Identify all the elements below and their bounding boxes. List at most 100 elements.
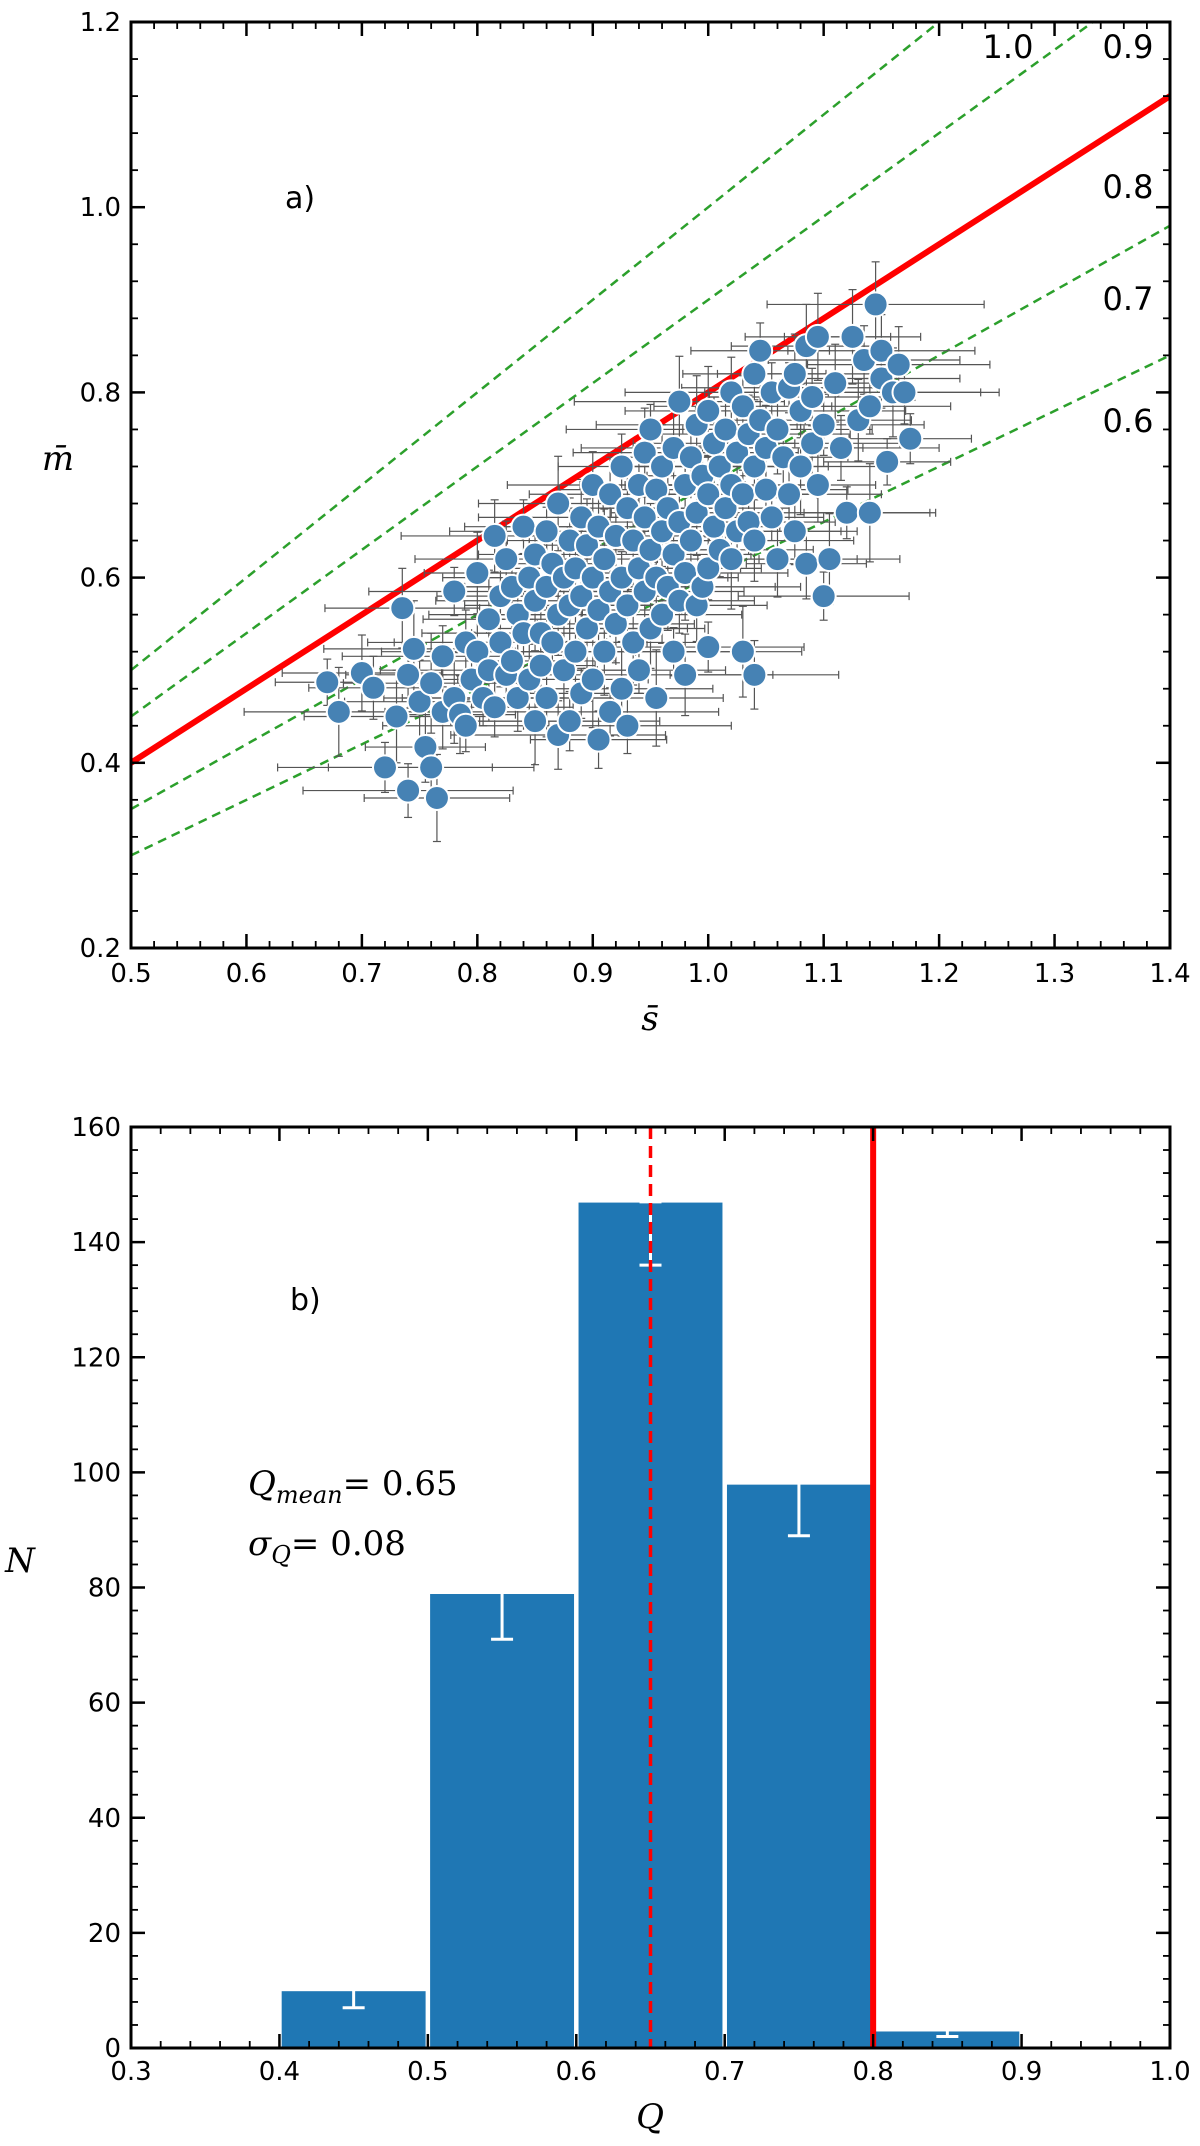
y-axis-label: m̄ [42, 439, 74, 479]
histogram-bar [428, 1592, 576, 2049]
x-tick-label: 1.0 [1149, 2057, 1190, 2087]
x-tick-label: 0.9 [572, 959, 613, 989]
y-tick-label: 0 [104, 2034, 121, 2064]
sigma-q-annotation: σQ= 0.08 [248, 1524, 406, 1569]
scatter-point [724, 439, 751, 466]
scatter-point [493, 546, 520, 573]
scatter-point [874, 448, 901, 475]
scatter-point [856, 499, 883, 526]
histogram-error-bar [936, 2011, 959, 2038]
scatter-point [729, 638, 756, 665]
scatter-point [695, 555, 722, 582]
scatter-point [625, 657, 652, 684]
x-tick-label: 1.4 [1149, 959, 1190, 989]
sigma-q-subscript: Q [271, 1541, 291, 1569]
scatter-point [683, 499, 710, 526]
scatter-point [406, 688, 433, 715]
scatter-point [643, 684, 670, 711]
x-tick-label: 1.0 [688, 959, 729, 989]
scatter-point [487, 629, 514, 656]
scatter-point [608, 453, 635, 480]
x-tick-label: 0.7 [704, 2057, 745, 2087]
scatter-point [591, 638, 618, 665]
y-tick-label: 0.6 [80, 564, 121, 594]
scatter-point [423, 784, 450, 811]
x-axis-label: Q [636, 2097, 664, 2137]
y-tick-label: 1.2 [80, 8, 121, 38]
scatter-point [804, 472, 831, 498]
scatter-point [677, 527, 704, 554]
x-tick-label: 0.4 [259, 2057, 300, 2087]
reference-line-labels: 1.0 0.9 0.8 0.7 0.6 [983, 28, 1154, 440]
scatter-point [747, 337, 774, 364]
scatter-point [666, 388, 693, 415]
vertical-lines [648, 1127, 877, 2048]
scatter-point [579, 564, 606, 591]
scatter-point [620, 629, 647, 656]
x-tick-label: 0.5 [110, 959, 151, 989]
scatter-point [752, 476, 779, 503]
scatter-point [314, 669, 341, 696]
histogram-error-bar [491, 1534, 514, 1641]
scatter-point [383, 703, 410, 730]
scatter-point [764, 416, 791, 443]
scatter-point [545, 490, 572, 517]
scatter-point [660, 638, 687, 665]
scatter-point [672, 661, 699, 688]
scatter-point [868, 337, 895, 364]
scatter-point [695, 397, 722, 424]
scatter-point [562, 638, 589, 665]
scatter-point [550, 657, 577, 684]
scatter-point [574, 615, 601, 642]
scatter-point [510, 513, 537, 540]
scatter-point [897, 425, 924, 452]
scatter-point [804, 323, 831, 350]
scatter-point [602, 610, 629, 637]
scatter-point [325, 698, 352, 725]
scatter-point [614, 592, 641, 619]
scatter-point [389, 595, 416, 622]
x-tick-label: 0.3 [110, 2057, 151, 2087]
scatter-point [579, 666, 606, 693]
scatter-point [585, 597, 612, 624]
scatter-point [827, 434, 854, 461]
scatter-point [400, 635, 427, 662]
scatter-point [718, 546, 745, 573]
scatter-point [481, 694, 508, 721]
x-tick-label: 0.6 [556, 2057, 597, 2087]
plot-frame [129, 20, 1172, 950]
scatter-point [498, 647, 525, 674]
scatter-point [660, 541, 687, 568]
scatter-point [527, 652, 554, 679]
scatter-point [677, 444, 704, 471]
scatter-point [574, 532, 601, 559]
scatter-point [556, 708, 583, 735]
x-tick-label: 1.3 [1034, 959, 1075, 989]
axis-ticks: 0.5 0.6 0.7 0.8 0.9 1.0 1.1 1.2 1.3 1.4 0.2 0.4 0.6 0… [80, 8, 1191, 989]
y-tick-label: 120 [71, 1343, 121, 1373]
scatter-point [793, 550, 820, 577]
scatter-point [885, 351, 912, 378]
scatter-point [695, 634, 722, 661]
scatter-point [839, 323, 866, 350]
scatter-point [799, 384, 826, 411]
panel-label: a) [285, 181, 315, 216]
y-tick-label: 40 [88, 1804, 121, 1834]
x-tick-label: 0.6 [226, 959, 267, 989]
reference-line-label-0.8: 0.8 [1103, 168, 1154, 206]
scatter-point [464, 559, 491, 586]
scatter-point [706, 453, 733, 480]
scatter-point [649, 601, 676, 628]
scatter-point [597, 698, 624, 725]
x-tick-label: 1.1 [803, 959, 844, 989]
y-tick-label: 20 [88, 1919, 121, 1949]
scatter-point [395, 777, 422, 804]
scatter-point [781, 360, 808, 387]
scatter-point [862, 291, 889, 318]
y-tick-label: 0.2 [80, 934, 121, 964]
scatter-point [568, 583, 595, 610]
scatter-point [418, 754, 445, 781]
y-tick-label: 160 [71, 1113, 121, 1143]
scatter-point [741, 360, 768, 387]
scatter-point [799, 430, 826, 457]
